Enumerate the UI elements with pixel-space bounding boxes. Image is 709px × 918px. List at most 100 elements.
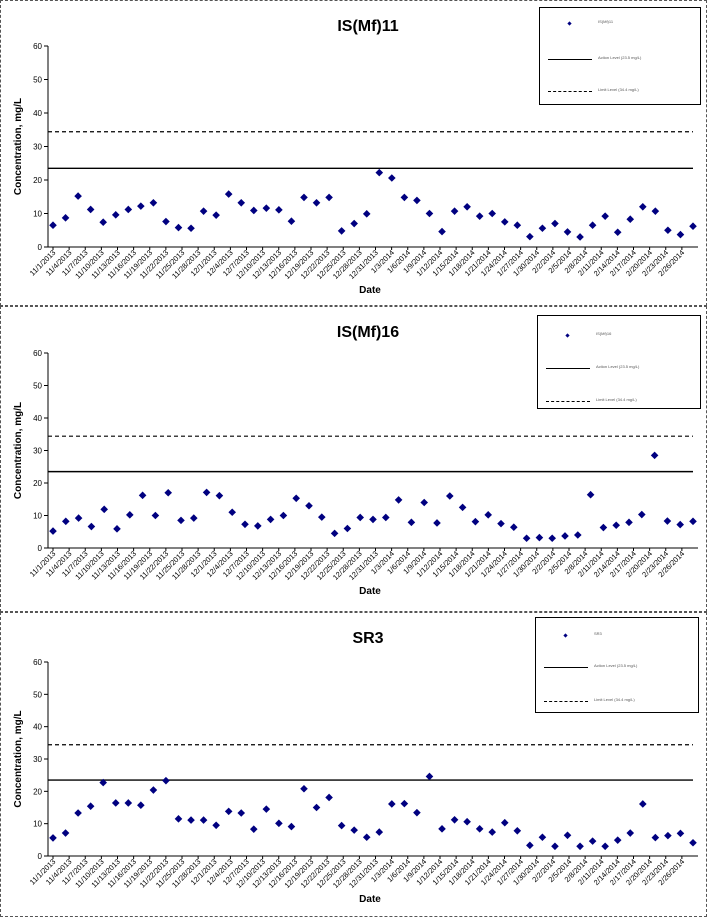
data-point: [86, 205, 95, 214]
data-point: [599, 523, 608, 532]
chart-panel-ismf11: IS(Mf)11 0 10 20 30 40 50 60 Concentration, mg/L…: [0, 0, 707, 306]
y-tick-label: 50: [33, 382, 42, 391]
data-point: [350, 219, 358, 228]
data-point: [330, 529, 339, 538]
data-point: [663, 517, 672, 525]
data-point: [249, 825, 258, 833]
data-point: [450, 207, 459, 215]
data-point: [356, 513, 364, 522]
chart-legend: IS(Mf)16 Action Level (23.5 mg/L) Limit …: [537, 315, 701, 409]
data-point: [400, 193, 409, 202]
data-point: [202, 488, 211, 497]
data-point: [138, 491, 147, 500]
data-point: [425, 209, 434, 218]
data-point: [99, 218, 107, 227]
legend-item-action: Action Level (23.5 mg/L): [536, 662, 698, 674]
data-point: [548, 534, 556, 543]
data-point: [394, 496, 403, 504]
data-point: [343, 524, 352, 533]
legend-dashed-line-icon: [548, 86, 592, 98]
legend-label: SR3: [594, 631, 602, 636]
data-point: [446, 492, 454, 500]
data-point: [300, 193, 308, 202]
data-point: [513, 221, 522, 230]
data-point: [325, 193, 333, 202]
y-tick-label: 20: [33, 479, 42, 488]
data-point: [500, 218, 509, 226]
data-point: [676, 829, 685, 838]
y-tick-label: 0: [38, 852, 43, 861]
y-axis-label: Concentration, mg/L: [13, 98, 24, 195]
data-point: [164, 488, 172, 497]
legend-item-series: SR3: [536, 630, 698, 642]
chart-ismf16: IS(Mf)16 0 10 20 30 40 50 60 Concentration, mg/L…: [13, 324, 698, 597]
y-tick-label: 30: [33, 755, 42, 764]
y-tick-label: 40: [33, 723, 42, 732]
legend-solid-line-icon: [548, 54, 592, 66]
x-axis-label: Date: [359, 894, 381, 905]
data-point: [513, 826, 522, 835]
y-tick-label: 30: [33, 143, 42, 152]
data-point: [626, 215, 635, 223]
data-point: [475, 212, 484, 220]
data-point: [275, 819, 283, 828]
data-point: [612, 521, 620, 530]
data-point: [177, 516, 185, 525]
data-point: [137, 202, 145, 210]
data-point: [124, 799, 133, 807]
legend-item-limit: Limit Level (34.4 mg/L): [538, 396, 700, 408]
data-point: [279, 511, 288, 520]
data-point: [199, 207, 208, 215]
data-point: [664, 831, 672, 840]
y-tick-label: 10: [33, 512, 42, 521]
data-point: [312, 803, 321, 812]
data-point: [510, 523, 518, 531]
data-point: [413, 808, 421, 817]
y-tick-label: 60: [33, 349, 42, 358]
data-point: [266, 515, 275, 524]
data-point: [74, 809, 82, 817]
y-tick-label: 0: [38, 243, 43, 252]
legend-dashed-line-icon: [546, 396, 590, 408]
data-point: [249, 206, 258, 215]
data-point: [375, 168, 384, 177]
data-point: [433, 519, 441, 527]
data-point: [224, 807, 233, 816]
y-tick-label: 0: [38, 544, 43, 553]
data-point: [369, 515, 377, 524]
data-point: [613, 228, 622, 237]
chart-ismf11: IS(Mf)11 0 10 20 30 40 50 60 Concentration, mg/L…: [13, 18, 698, 296]
data-point: [413, 196, 421, 205]
legend-marker-icon: [548, 18, 592, 30]
data-point: [149, 786, 158, 794]
data-point: [625, 518, 633, 527]
data-point: [586, 490, 595, 499]
data-point: [237, 809, 246, 817]
data-point: [86, 802, 95, 811]
data-point: [664, 226, 672, 235]
y-tick-label: 40: [33, 109, 42, 118]
data-point: [551, 842, 559, 851]
chart-title: IS(Mf)11: [337, 18, 398, 35]
data-point: [49, 527, 57, 535]
legend-solid-line-icon: [544, 662, 588, 674]
data-point: [212, 211, 220, 219]
data-point: [149, 198, 158, 207]
data-point: [228, 508, 236, 517]
data-point: [588, 837, 597, 845]
legend-label: IS(Mf)11: [598, 19, 614, 24]
legend-label: Limit Level (34.4 mg/L): [594, 697, 635, 702]
data-point: [254, 522, 262, 530]
data-point: [241, 520, 249, 529]
data-point: [74, 514, 83, 522]
y-tick-label: 40: [33, 414, 42, 423]
data-point: [375, 828, 384, 836]
legend-marker-icon: [544, 630, 588, 642]
chart-legend: SR3 Action Level (23.5 mg/L) Limit Level…: [535, 617, 699, 713]
chart-panel-sr3: SR3 0 10 20 30 40 50 60 Concentration, mg/L 11/1/…: [0, 612, 707, 917]
data-point: [535, 533, 544, 542]
legend-dashed-line-icon: [544, 696, 588, 708]
data-point: [488, 828, 497, 836]
data-point: [676, 520, 684, 529]
data-point: [650, 451, 659, 460]
